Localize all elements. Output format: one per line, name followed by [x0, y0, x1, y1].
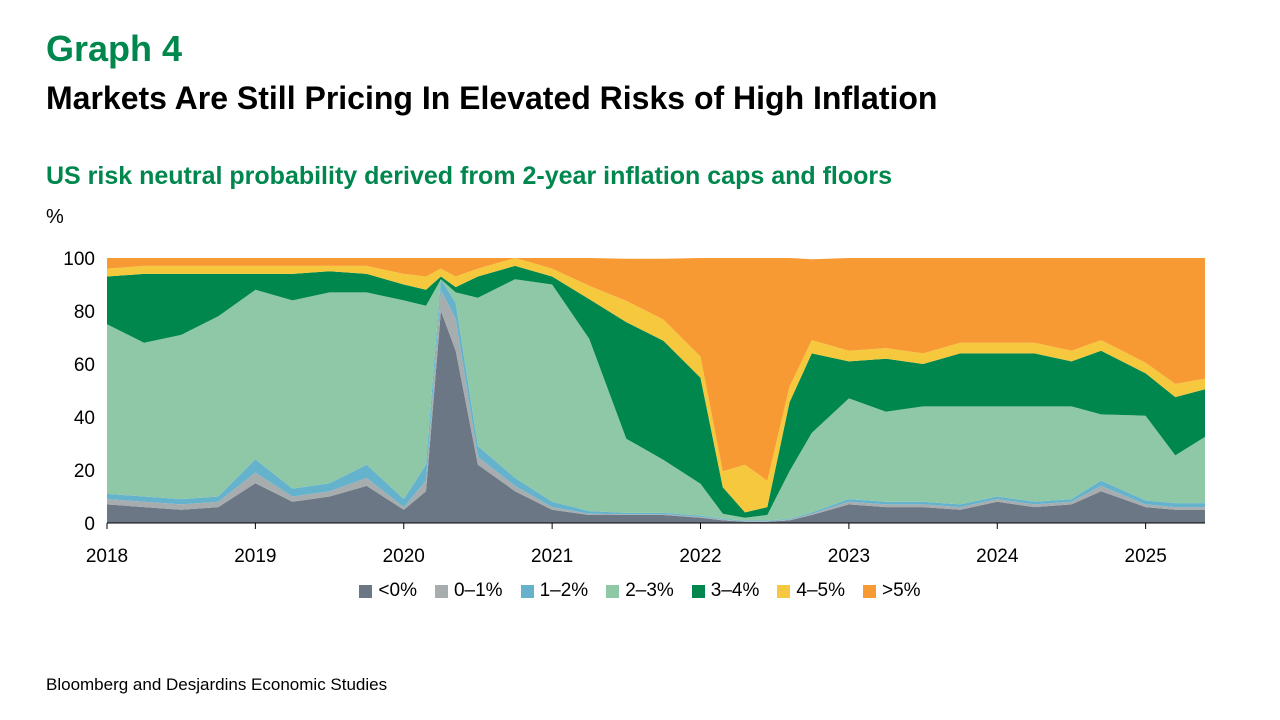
- legend-swatch: [434, 584, 448, 598]
- legend-swatch: [691, 584, 705, 598]
- legend-item: 0–1%: [434, 580, 503, 602]
- x-tick-label: 2021: [531, 546, 573, 567]
- legend-label: <0%: [378, 580, 417, 601]
- x-tick-label: 2018: [86, 546, 128, 567]
- area-layers: [107, 258, 1205, 523]
- area-series-3: [107, 279, 1205, 521]
- x-tick-label: 2024: [976, 546, 1019, 567]
- legend-label: 2–3%: [625, 580, 674, 601]
- chart-axes: 0 20 40 60 80 100 2018 2019 2020 2021 2022 2023 2024…: [63, 249, 1205, 567]
- legend-swatch: [777, 584, 791, 598]
- y-tick-label: 60: [74, 355, 95, 376]
- x-tick-label: 2023: [828, 546, 870, 567]
- x-tick-label: 2019: [234, 546, 276, 567]
- area-series-6: [107, 258, 1205, 481]
- y-tick-label: 20: [74, 461, 95, 482]
- legend-label: 4–5%: [796, 580, 846, 601]
- legend-item: 2–3%: [606, 580, 674, 602]
- legend-label: 3–4%: [710, 580, 760, 601]
- chart-title: Markets Are Still Pricing In Elevated Ri…: [46, 80, 938, 116]
- chart-legend: <0% 0–1% 1–2% 2–3% 3–4% 4–5% >5%: [0, 580, 1280, 602]
- legend-label: 0–1%: [453, 580, 503, 601]
- legend-item: 4–5%: [777, 580, 845, 602]
- area-series-2: [107, 279, 1205, 522]
- y-axis-unit: %: [46, 206, 64, 228]
- y-tick-label: 100: [63, 249, 95, 270]
- source-note: Bloomberg and Desjardins Economic Studie…: [46, 675, 388, 694]
- y-tick-label: 40: [74, 408, 95, 429]
- legend-label: >5%: [882, 580, 921, 601]
- legend-item: 3–4%: [691, 580, 760, 602]
- legend-label: 1–2%: [539, 580, 589, 601]
- legend-item: >5%: [863, 580, 921, 602]
- x-tick-label: 2025: [1125, 546, 1167, 567]
- area-series-0: [107, 311, 1205, 523]
- x-tick-label: 2022: [679, 546, 721, 567]
- graph-label: Graph 4: [46, 28, 183, 69]
- legend-swatch: [520, 584, 534, 598]
- area-series-4: [107, 265, 1205, 518]
- y-tick-label: 80: [74, 302, 95, 323]
- x-tick-label: 2020: [383, 546, 425, 567]
- legend-swatch: [359, 584, 373, 598]
- legend-swatch: [606, 584, 620, 598]
- chart-subtitle: US risk neutral probability derived from…: [46, 162, 893, 190]
- y-tick-label: 0: [84, 514, 95, 535]
- legend-swatch: [863, 584, 877, 598]
- legend-item: <0%: [359, 580, 417, 602]
- legend-item: 1–2%: [520, 580, 589, 602]
